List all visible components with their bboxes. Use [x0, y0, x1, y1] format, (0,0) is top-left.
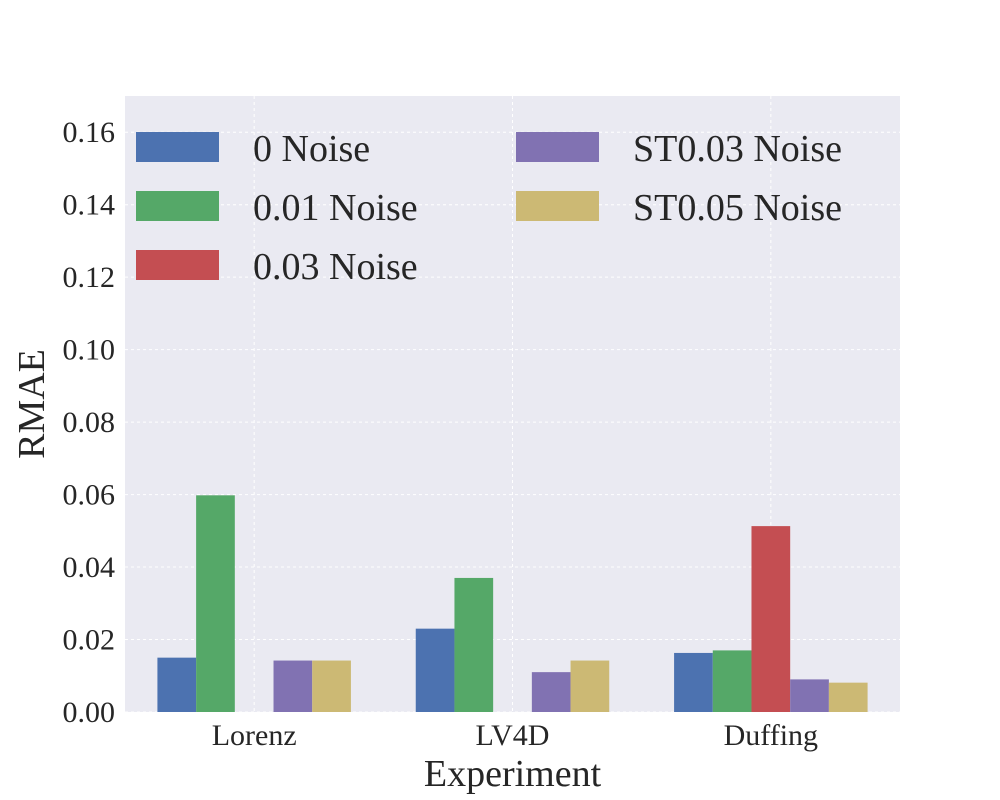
bar-duffing-series-1 [674, 652, 713, 712]
legend-label: 0.01 Noise [253, 187, 418, 229]
legend-label: 0.03 Noise [253, 246, 418, 288]
bar-duffing-series-3 [751, 526, 791, 712]
bar-lorenz-series-1 [157, 657, 197, 712]
y-tick-label: 0.12 [63, 261, 116, 294]
x-tick-label: LV4D [476, 719, 550, 752]
legend-swatch [516, 191, 599, 221]
bar-lorenz-series-5 [312, 660, 351, 712]
bar-lorenz-series-4 [273, 660, 313, 712]
y-tick-label: 0.08 [63, 406, 116, 439]
y-tick-label: 0.02 [63, 624, 116, 657]
bars [157, 495, 868, 712]
y-tick-label: 0.06 [63, 479, 116, 512]
y-axis-label: RMAE [11, 349, 53, 459]
x-tick-label: Duffing [724, 719, 818, 752]
legend-swatch [136, 250, 219, 280]
bar-lv4d-series-1 [415, 628, 455, 712]
legend-swatch [136, 132, 219, 162]
legend-swatch [516, 132, 599, 162]
y-tick-label: 0.10 [63, 334, 116, 367]
legend-label: ST0.05 Noise [633, 187, 842, 229]
bar-lv4d-series-5 [570, 660, 610, 712]
x-tick-label: Lorenz [212, 719, 297, 752]
x-tick-labels: Lorenz LV4D Duffing [212, 719, 818, 752]
y-tick-label: 0.14 [63, 189, 116, 222]
y-tick-label: 0.00 [63, 696, 116, 729]
x-axis-label: Experiment [424, 753, 602, 795]
legend-label: ST0.03 Noise [633, 128, 842, 170]
bar-lorenz-series-2 [196, 495, 235, 712]
y-tick-label: 0.04 [63, 551, 116, 584]
legend: 0 Noise 0.01 Noise 0.03 Noise ST0.03 Noise S… [136, 128, 842, 288]
legend-swatch [136, 191, 219, 221]
bar-lv4d-series-2 [454, 577, 494, 712]
bar-lv4d-series-4 [531, 672, 571, 712]
bar-duffing-series-4 [790, 679, 829, 712]
y-tick-label: 0.16 [63, 116, 116, 149]
legend-label: 0 Noise [253, 128, 370, 170]
bar-duffing-series-2 [712, 650, 752, 712]
grid-lines [125, 96, 900, 713]
y-tick-labels: 0.00 0.02 0.04 0.06 0.08 0.10 0.12 0.14 0.16 [63, 116, 116, 729]
bar-duffing-series-5 [828, 682, 868, 712]
